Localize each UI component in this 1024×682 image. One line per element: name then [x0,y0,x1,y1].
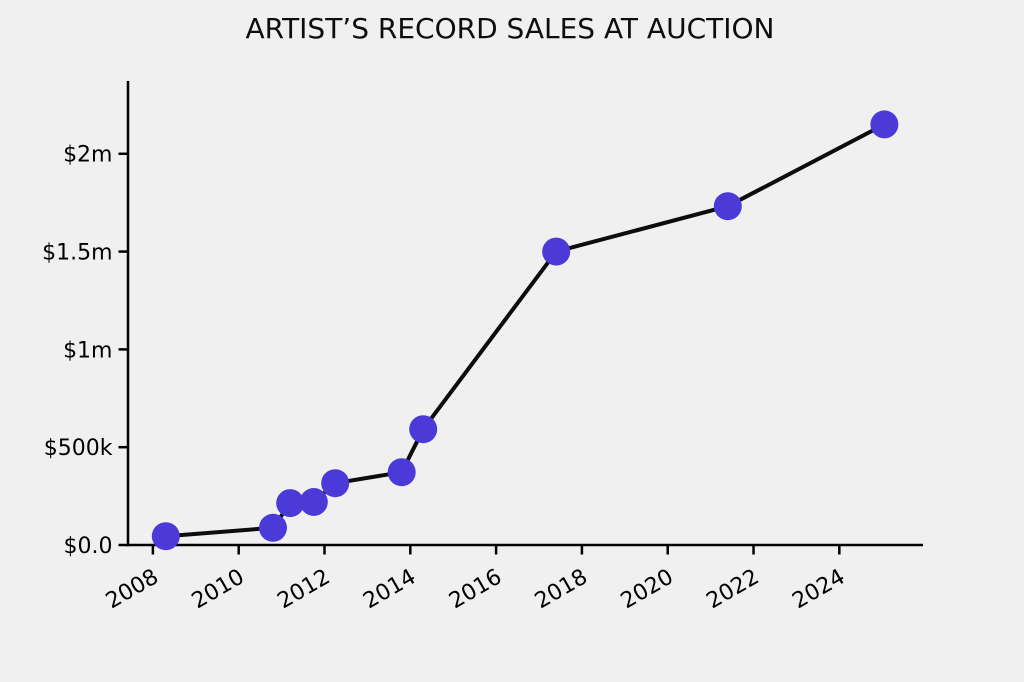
x-tick-label: 2018 [531,565,592,615]
plot-area: $0.0 $500k $1m $1.5m $2m 2008 2010 2012 2014 2016… [42,81,923,614]
data-point [713,192,742,221]
data-point [387,458,416,487]
x-tick-label: 2016 [445,565,506,615]
data-point [276,489,305,518]
data-point [321,469,350,498]
x-tick-label: 2020 [617,565,678,615]
y-tick-label: $0.0 [64,534,113,559]
x-tick-label: 2024 [788,565,849,615]
y-tick-label: $2m [63,143,112,168]
data-point [299,488,328,516]
y-tick-label: $1m [63,338,112,363]
data-point [409,415,438,444]
y-tick-label: $500k [44,436,113,461]
x-tick-label: 2008 [102,565,163,615]
chart-title: ARTIST’S RECORD SALES AT AUCTION [246,12,775,45]
x-tick-label: 2010 [188,565,249,615]
data-point [259,513,287,542]
data-point [542,237,571,266]
y-tick-label: $1.5m [42,240,112,265]
data-point [870,110,899,139]
x-tick-label: 2012 [274,565,335,615]
data-point [151,522,180,551]
x-tick-label: 2014 [359,565,420,615]
x-tick-label: 2022 [703,565,764,615]
series-line [163,122,887,539]
